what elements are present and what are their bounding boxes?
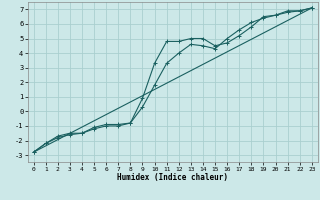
X-axis label: Humidex (Indice chaleur): Humidex (Indice chaleur): [117, 173, 228, 182]
